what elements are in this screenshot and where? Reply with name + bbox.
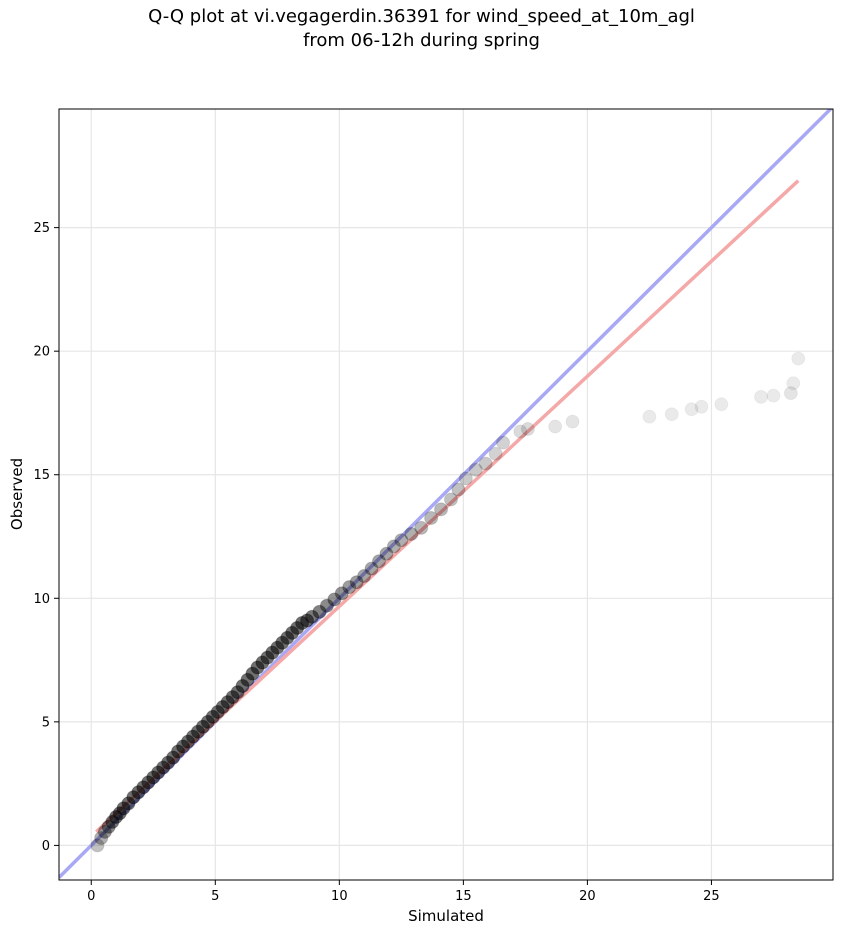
data-point xyxy=(565,414,580,429)
chart-title-line-2: from 06-12h during spring xyxy=(303,30,540,51)
data-point xyxy=(349,575,364,590)
y-tick-label: 5 xyxy=(42,715,50,730)
x-tick-label: 25 xyxy=(703,889,720,904)
data-point xyxy=(379,546,394,561)
x-axis-ticks: 0 5 10 15 20 25 xyxy=(87,880,720,904)
data-point xyxy=(394,533,409,548)
y-tick-label: 15 xyxy=(33,468,50,483)
data-point xyxy=(443,492,458,507)
data-point xyxy=(520,422,535,437)
data-point xyxy=(424,510,439,525)
data-point xyxy=(372,554,387,569)
data-point xyxy=(458,471,473,486)
points-layer xyxy=(90,351,806,853)
data-point xyxy=(327,592,342,607)
data-point xyxy=(451,482,466,497)
y-tick-label: 25 xyxy=(33,221,50,236)
x-tick-label: 20 xyxy=(579,889,596,904)
data-point xyxy=(684,402,699,417)
data-point xyxy=(319,598,334,613)
data-point xyxy=(404,527,419,542)
data-point xyxy=(786,376,801,391)
data-point xyxy=(766,388,781,403)
x-tick-label: 15 xyxy=(455,889,472,904)
data-point xyxy=(97,824,112,839)
data-point xyxy=(488,446,503,461)
y-axis-ticks: 0 5 10 15 20 25 xyxy=(33,221,59,854)
data-point xyxy=(90,838,105,853)
chart-title-line-1: Q-Q plot at vi.vegagerdin.36391 for wind… xyxy=(148,6,695,27)
data-point xyxy=(513,424,528,439)
data-point xyxy=(664,407,679,422)
data-point xyxy=(334,586,349,601)
data-point xyxy=(694,399,709,414)
x-tick-label: 0 xyxy=(87,889,95,904)
data-point xyxy=(496,435,511,450)
data-point xyxy=(714,397,729,412)
data-point xyxy=(642,409,657,424)
data-point xyxy=(434,502,449,517)
data-point xyxy=(342,580,357,595)
data-point xyxy=(468,462,483,477)
y-tick-label: 20 xyxy=(33,345,50,360)
data-point xyxy=(94,830,109,845)
y-tick-label: 10 xyxy=(33,592,50,607)
x-axis-label: Simulated xyxy=(408,907,484,925)
grid xyxy=(59,109,833,880)
data-point xyxy=(312,604,327,619)
data-point xyxy=(791,351,806,366)
y-axis-label: Observed xyxy=(8,458,26,530)
data-point xyxy=(548,419,563,434)
data-point xyxy=(754,389,769,404)
data-point xyxy=(357,569,372,584)
data-point xyxy=(783,386,798,401)
x-tick-label: 5 xyxy=(211,889,219,904)
data-point xyxy=(414,520,429,535)
y-tick-label: 0 xyxy=(42,839,50,854)
data-point xyxy=(364,561,379,576)
x-tick-label: 10 xyxy=(331,889,348,904)
data-point xyxy=(386,539,401,554)
data-point xyxy=(305,609,320,624)
plot-frame xyxy=(58,108,834,881)
data-point xyxy=(478,456,493,471)
